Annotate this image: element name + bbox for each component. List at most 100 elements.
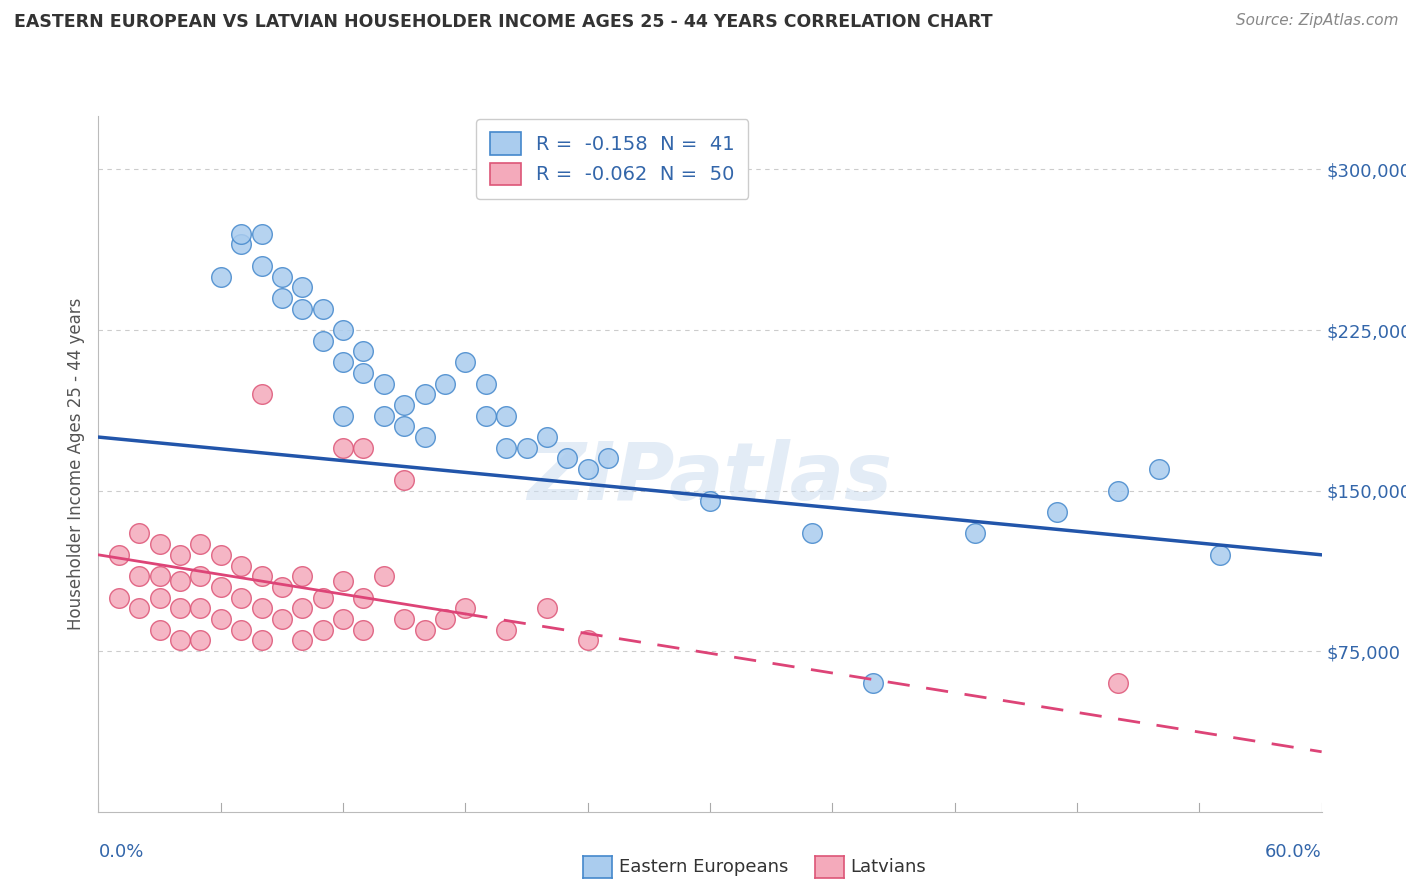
Point (373, 409, 395, 423)
Point (270, 269, 294, 284)
Text: ZIPatlas: ZIPatlas (527, 439, 893, 516)
Point (108, 591, 131, 605)
Point (149, 591, 172, 605)
Point (392, 419, 416, 434)
Point (250, 259, 273, 273)
Point (332, 409, 354, 423)
Point (332, 612, 354, 626)
Point (373, 376, 395, 391)
Point (598, 451, 620, 466)
Point (128, 569, 150, 583)
Point (332, 323, 354, 337)
Point (434, 612, 457, 626)
Text: Latvians: Latvians (851, 858, 927, 876)
Point (169, 574, 191, 588)
Point (209, 580, 232, 594)
Point (332, 355, 354, 369)
Point (373, 569, 395, 583)
Point (250, 569, 273, 583)
Point (128, 601, 150, 615)
Point (862, 676, 884, 690)
Point (392, 612, 416, 626)
Point (231, 558, 253, 573)
Y-axis label: Householder Income Ages 25 - 44 years: Householder Income Ages 25 - 44 years (66, 298, 84, 630)
Legend: R =  -0.158  N =  41, R =  -0.062  N =  50: R = -0.158 N = 41, R = -0.062 N = 50 (475, 119, 748, 199)
Point (352, 366, 374, 380)
Point (149, 623, 172, 637)
Point (699, 494, 721, 508)
Text: Source: ZipAtlas.com: Source: ZipAtlas.com (1236, 13, 1399, 29)
Point (516, 441, 538, 455)
Point (801, 526, 824, 541)
Point (434, 376, 457, 391)
Point (536, 430, 558, 444)
Point (312, 301, 335, 316)
Point (413, 623, 436, 637)
Point (576, 462, 599, 476)
Point (1209, 548, 1232, 562)
Point (209, 548, 232, 562)
Point (188, 601, 212, 615)
Point (555, 451, 579, 466)
Point (454, 355, 477, 369)
Point (312, 334, 335, 348)
Point (250, 387, 273, 401)
Point (352, 344, 374, 359)
Point (291, 280, 314, 294)
Point (270, 580, 294, 594)
Point (965, 526, 987, 541)
Point (250, 633, 273, 648)
Point (474, 376, 498, 391)
Point (332, 574, 354, 588)
Point (495, 623, 517, 637)
Point (209, 612, 232, 626)
Point (209, 269, 232, 284)
Point (149, 537, 172, 551)
Point (231, 591, 253, 605)
Point (312, 591, 335, 605)
Text: Eastern Europeans: Eastern Europeans (619, 858, 787, 876)
Point (231, 623, 253, 637)
Point (352, 623, 374, 637)
Point (332, 441, 354, 455)
Point (169, 633, 191, 648)
Point (108, 548, 131, 562)
Point (392, 398, 416, 412)
Point (149, 569, 172, 583)
Point (1107, 483, 1129, 498)
Point (474, 409, 498, 423)
Point (169, 601, 191, 615)
Point (576, 633, 599, 648)
Point (188, 537, 212, 551)
Point (291, 601, 314, 615)
Point (312, 623, 335, 637)
Point (270, 291, 294, 305)
Point (188, 569, 212, 583)
Point (250, 601, 273, 615)
Point (231, 227, 253, 241)
Text: EASTERN EUROPEAN VS LATVIAN HOUSEHOLDER INCOME AGES 25 - 44 YEARS CORRELATION CH: EASTERN EUROPEAN VS LATVIAN HOUSEHOLDER … (14, 13, 993, 31)
Point (291, 301, 314, 316)
Point (250, 227, 273, 241)
Point (495, 441, 517, 455)
Point (231, 237, 253, 252)
Point (291, 633, 314, 648)
Point (495, 409, 517, 423)
Point (352, 441, 374, 455)
Point (1107, 676, 1129, 690)
Point (188, 633, 212, 648)
Point (413, 430, 436, 444)
Point (413, 387, 436, 401)
Text: 0.0%: 0.0% (98, 843, 143, 861)
Point (1045, 505, 1069, 519)
Point (169, 548, 191, 562)
Point (536, 601, 558, 615)
Point (392, 473, 416, 487)
Point (1147, 462, 1170, 476)
Point (270, 612, 294, 626)
Point (352, 591, 374, 605)
Text: 60.0%: 60.0% (1265, 843, 1322, 861)
Point (291, 569, 314, 583)
Point (128, 526, 150, 541)
Point (454, 601, 477, 615)
